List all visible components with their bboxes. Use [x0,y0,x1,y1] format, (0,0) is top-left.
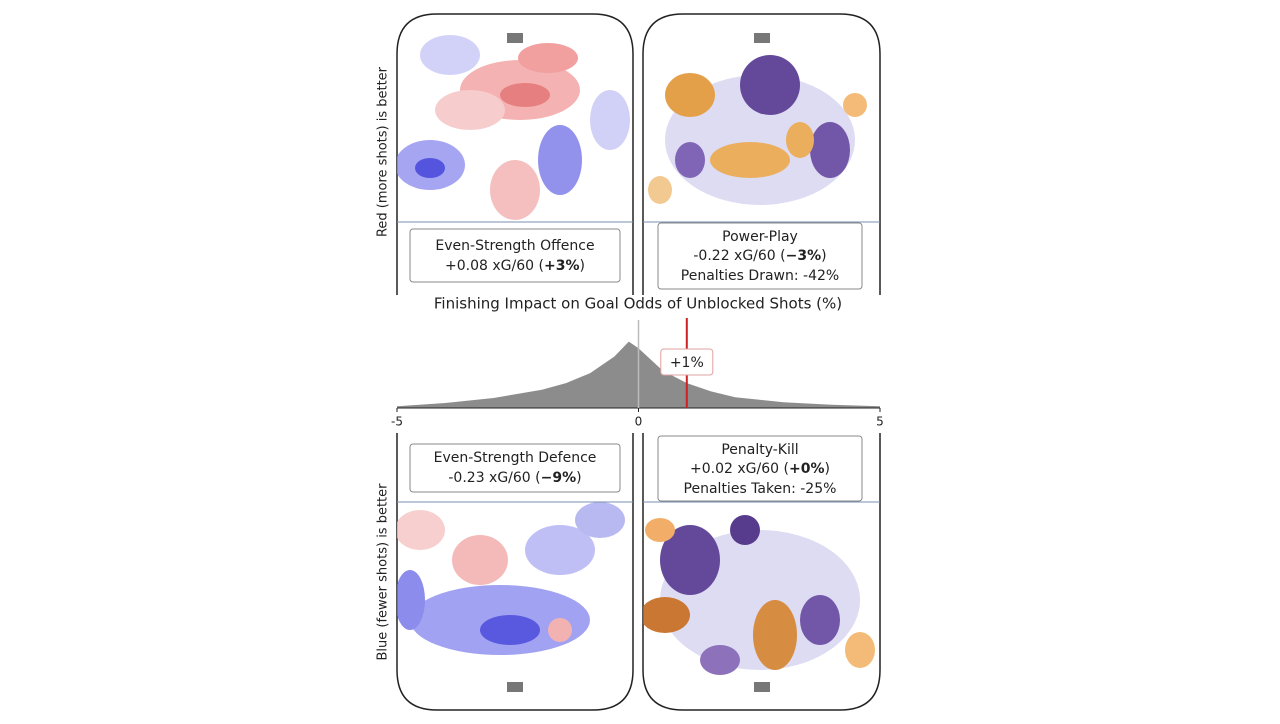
stat-pct: −9% [541,470,577,486]
stat-pct: +3% [544,258,580,274]
goal-net [507,33,523,43]
side-label: Blue (fewer shots) is better [376,483,391,661]
panel-title: Power-Play [722,229,798,245]
stat: -0.23 xG/60 ( [448,470,540,486]
panel-penalties: Penalties Drawn: -42% [681,268,839,284]
goal-net [754,682,770,692]
panel-stat: +0.08 xG/60 (+3%) [445,258,585,274]
stat: ) [576,470,581,486]
stat: -0.22 xG/60 ( [693,248,785,264]
heatmap [643,515,875,675]
panel-stat: -0.23 xG/60 (−9%) [448,470,581,486]
stat: ) [821,248,826,264]
stat: ) [579,258,584,274]
label-box [657,435,863,502]
panel-title: Penalty-Kill [721,442,798,458]
stat-pct: +0% [789,461,825,477]
goal-net [754,33,770,43]
marker-box [660,348,714,376]
label-box [409,443,621,493]
stat-pct: −3% [786,248,822,264]
panel-title: Even-Strength Offence [435,238,594,254]
heatmap [397,502,625,655]
x-tick-label: 0 [635,415,643,429]
side-label: Red (more shots) is better [376,66,391,237]
panel-title: Even-Strength Defence [434,450,597,466]
panel-stat: -0.22 xG/60 (−3%) [693,248,826,264]
marker-label: +1% [670,355,704,371]
stat: +0.08 xG/60 ( [445,258,544,274]
heatmap [648,55,867,205]
x-tick-label: 5 [876,415,884,429]
heatmap [397,35,630,220]
panel-stat: +0.02 xG/60 (+0%) [690,461,830,477]
label-box [409,228,621,283]
x-tick-label: -5 [391,415,403,429]
stat: ) [824,461,829,477]
panel-penalties: Penalties Taken: -25% [684,481,837,497]
goal-net [507,682,523,692]
label-box [657,222,863,290]
stat: +0.02 xG/60 ( [690,461,789,477]
chart-title: Finishing Impact on Goal Odds of Unblock… [434,295,842,313]
